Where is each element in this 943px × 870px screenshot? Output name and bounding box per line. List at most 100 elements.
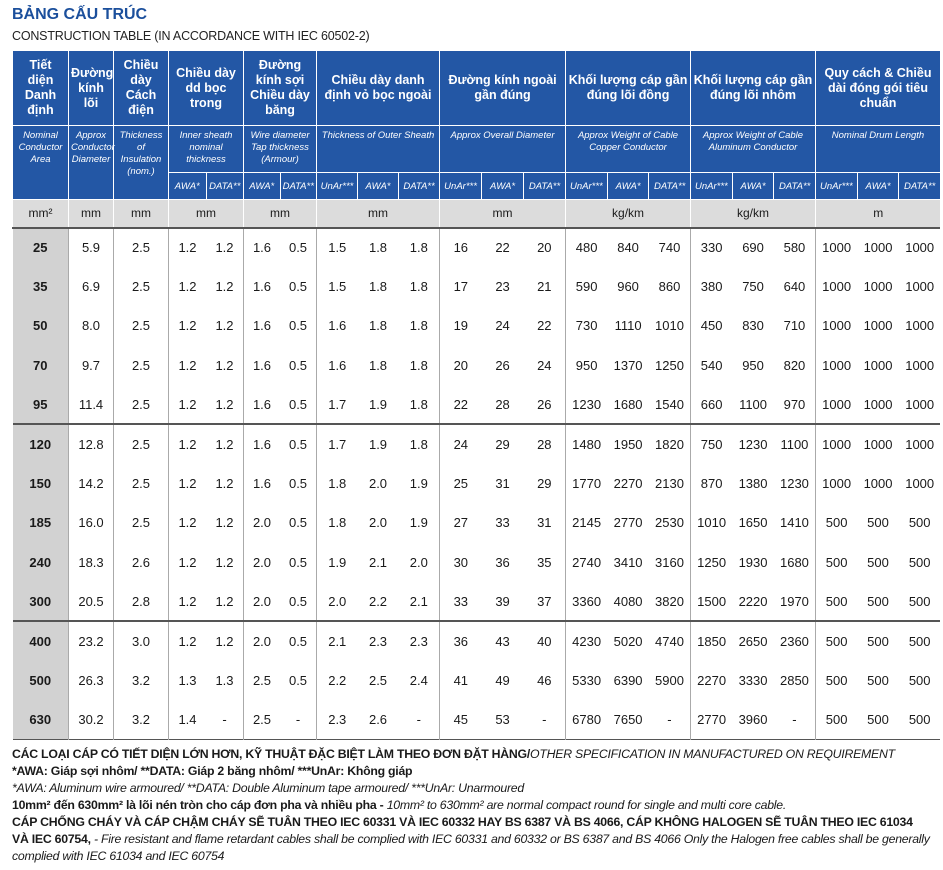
cell: 2.0 [243, 620, 280, 661]
cell: 17 [439, 266, 482, 307]
sub-header: AWA* [243, 172, 281, 200]
cell: 1.2 [215, 396, 234, 412]
cell: 500 [857, 620, 899, 661]
cell: 7650 [613, 712, 643, 728]
cell: 690 [732, 226, 774, 267]
data-row: 70 9.7 2.5 1.2 1.2 1.6 0.5 1.6 1.8 1.8 20 26 24 950 13… [12, 345, 941, 386]
cell: 1.5 [316, 226, 358, 267]
data-row: 630 30.2 3.2 1.4-2.5-2.3 2.6-45 53-6780 7650-2… [12, 700, 941, 740]
cell: 3960 [738, 712, 768, 728]
column-header-en: Nominal Conductor Area [12, 125, 69, 200]
sub-header: DATA** [523, 172, 567, 200]
cell: 0.5 [288, 593, 308, 609]
row-header: 300 [12, 582, 69, 622]
cell: 1480 [565, 423, 608, 464]
cell: 41 [439, 660, 482, 701]
data-row: 400 23.2 3.0 1.2 1.2 2.0 0.5 2.1 2.3 2.3 36 43 40 423… [12, 620, 941, 661]
cell: 2.5 [113, 423, 169, 464]
cell: 2.1 [316, 620, 358, 661]
unit: mm [316, 199, 440, 228]
note-vi: 10mm² đến 630mm² là lõi nén tròn cho cáp… [12, 798, 387, 812]
cell: 36 [439, 620, 482, 661]
cell: - [416, 712, 421, 728]
cell: 2530 [655, 515, 684, 531]
cell: 1680 [779, 554, 809, 570]
cell: 1000 [863, 476, 893, 492]
cell: 2.5 [243, 660, 280, 701]
cell: 1000 [815, 385, 858, 425]
cell: 2.8 [113, 582, 169, 622]
cell: 1.2 [168, 266, 206, 307]
cell: 1.2 [206, 226, 244, 267]
cell: 1.6 [316, 306, 358, 346]
cell: 710 [783, 318, 806, 334]
cell: 830 [742, 318, 764, 334]
cell: 450 [690, 306, 733, 346]
note-en: *AWA: Aluminum wire armoured/ **DATA: Do… [12, 781, 524, 795]
cell: 1000 [815, 463, 858, 504]
note: *AWA: Aluminum wire armoured/ **DATA: Do… [12, 780, 932, 797]
cell: 950 [742, 357, 764, 373]
cell: 2.3 [316, 700, 358, 740]
cell: 1970 [779, 593, 809, 609]
cell: 590 [565, 266, 608, 307]
cell: 1.8 [409, 279, 428, 295]
cell: 2.5 [243, 700, 280, 740]
cell: 500 [815, 660, 858, 701]
sub-header: DATA** [898, 172, 941, 200]
cell: 2.5 [113, 266, 169, 307]
column-header-en: Approx Weight of Cable Copper Conductor [565, 125, 692, 173]
sub-header: AWA* [481, 172, 525, 200]
cell: 29 [537, 476, 552, 492]
data-row: 25 5.9 2.5 1.2 1.2 1.6 0.5 1.5 1.8 1.8 16 22 20 480 84… [12, 226, 941, 267]
sub-header: AWA* [168, 172, 207, 200]
cell: 1.8 [398, 226, 440, 267]
cell: 36 [495, 554, 510, 570]
cell: 500 [815, 503, 858, 543]
cell: 1.2 [215, 476, 234, 492]
note: *AWA: Giáp sợi nhôm/ **DATA: Giáp 2 băng… [12, 763, 932, 780]
cell: 5.9 [68, 226, 114, 267]
cell: 16.0 [68, 503, 114, 543]
header-row: Tiết diện Danh định Đường kính lõi Chiều d… [12, 50, 941, 126]
column-header-en: Wire diameter Tap thickness (Armour) [242, 125, 318, 173]
cell: 1230 [779, 476, 809, 492]
cell: 1000 [905, 476, 935, 492]
cell: 1.2 [215, 593, 234, 609]
cell: 500 [867, 515, 889, 531]
cell: 2145 [565, 503, 608, 543]
cell: 1100 [773, 423, 816, 464]
cell: 14.2 [68, 463, 114, 504]
header-row: Nominal Conductor Area Approx Conductor D… [12, 125, 941, 200]
cell: 1000 [815, 226, 858, 267]
cell: 1.2 [206, 620, 244, 661]
subtitle: CONSTRUCTION TABLE (IN ACCORDANCE WITH I… [12, 29, 370, 43]
cell: - [792, 712, 797, 728]
sub-header: AWA* [357, 172, 400, 200]
cell: 8.0 [68, 306, 114, 346]
cell: 2.3 [357, 620, 399, 661]
cell: 1.6 [243, 306, 280, 346]
cell: 1.6 [316, 345, 358, 386]
cell: 0.5 [288, 515, 308, 531]
cell: 1.2 [168, 385, 206, 425]
cell: 1.2 [215, 279, 234, 295]
sub-header: DATA** [773, 172, 816, 200]
unit: mm [68, 199, 114, 228]
cell: 1950 [607, 423, 649, 464]
cell: 2.6 [113, 542, 169, 583]
cell: 500 [815, 700, 858, 740]
cell: 1.8 [398, 423, 440, 464]
cell: 2.6 [368, 712, 388, 728]
cell: 870 [690, 463, 733, 504]
cell: 2.5 [113, 345, 169, 386]
data-row: 50 8.0 2.5 1.2 1.2 1.6 0.5 1.6 1.8 1.8 19 24 22 730 11… [12, 306, 941, 346]
cell: 4080 [613, 593, 643, 609]
cell: 27 [439, 503, 482, 543]
cell: 21 [537, 279, 552, 295]
cell: 1010 [655, 318, 684, 334]
cell: 49 [495, 672, 510, 688]
cell: 31 [537, 515, 552, 531]
cell: 1.2 [168, 345, 206, 386]
